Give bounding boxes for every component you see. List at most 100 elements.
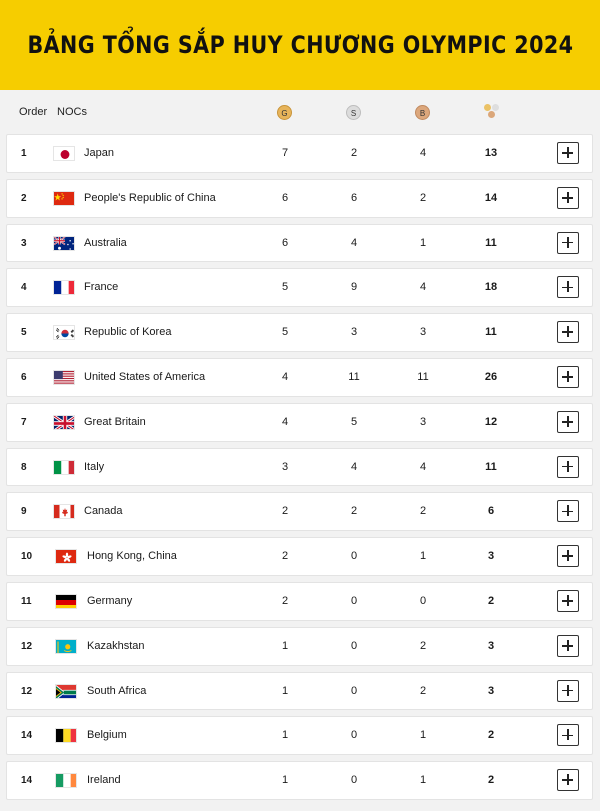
- order-column-header[interactable]: Order: [19, 106, 48, 118]
- table-row: 12 South Africa 1 0 2 3: [6, 671, 593, 711]
- expand-plus-icon[interactable]: [557, 142, 579, 164]
- gold-medal-icon[interactable]: G: [277, 105, 292, 120]
- silver-count: 4: [350, 236, 358, 249]
- gold-count: 6: [281, 236, 289, 249]
- table-row: 9 Canada 2 2 2 6: [6, 492, 593, 532]
- row-order: 8: [21, 461, 27, 473]
- table-row: 8 Italy 3 4 4 11: [6, 447, 593, 487]
- row-order: 10: [21, 551, 33, 563]
- total-medals-icon[interactable]: [482, 104, 502, 122]
- silver-count: 9: [350, 281, 358, 294]
- bronze-count: 4: [419, 147, 427, 159]
- table-row: 14 Belgium 1 0 1 2: [6, 716, 593, 756]
- silver-count: 3: [350, 326, 358, 339]
- silver-count: 0: [350, 774, 358, 787]
- gold-count: 6: [281, 191, 289, 204]
- row-order: 2: [21, 192, 27, 204]
- gold-count: 1: [281, 774, 289, 787]
- expand-plus-icon[interactable]: [557, 634, 579, 657]
- expand-plus-icon[interactable]: [557, 679, 579, 702]
- italy-flag-icon: [53, 459, 75, 475]
- row-order: 6: [21, 371, 27, 383]
- row-order: 14: [21, 775, 33, 787]
- expand-plus-icon[interactable]: [557, 545, 579, 568]
- total-count: 11: [485, 326, 497, 339]
- silver-count: 6: [350, 191, 358, 204]
- table-row: 12 Kazakhstan 1 0 2 3: [6, 626, 593, 666]
- table-row: 7 Great Britain 4 5 3 12: [6, 402, 593, 442]
- bronze-medal-icon[interactable]: B: [415, 105, 430, 120]
- bronze-count: 0: [419, 594, 427, 607]
- bronze-count: 1: [419, 774, 427, 787]
- expand-plus-icon[interactable]: [557, 769, 579, 792]
- row-order: 12: [21, 685, 33, 697]
- nocs-column-header[interactable]: NOCs: [57, 106, 87, 118]
- total-count: 3: [487, 684, 495, 697]
- table-row: 5 Republic of Korea 5 3 3 11: [6, 313, 593, 352]
- silver-count: 0: [350, 550, 358, 563]
- expand-plus-icon[interactable]: [557, 276, 579, 299]
- country-name: Great Britain: [84, 415, 146, 428]
- expand-plus-icon[interactable]: [557, 589, 579, 612]
- expand-plus-icon[interactable]: [557, 500, 579, 523]
- silver-medal-icon[interactable]: S: [346, 105, 361, 120]
- bronze-count: 4: [419, 281, 427, 294]
- total-count: 6: [487, 505, 495, 518]
- gold-count: 3: [281, 460, 289, 473]
- country-name: Republic of Korea: [84, 326, 172, 339]
- table-row: 14 Ireland 1 0 1 2: [6, 761, 593, 800]
- table-header: Order NOCs G S B: [0, 93, 600, 131]
- country-name: Ireland: [87, 774, 121, 787]
- gold-count: 5: [281, 326, 289, 339]
- row-order: 14: [21, 730, 33, 742]
- expand-plus-icon[interactable]: [557, 231, 579, 254]
- china-flag-icon: [53, 190, 75, 206]
- silver-count: 0: [350, 684, 358, 697]
- row-order: 9: [21, 506, 27, 518]
- expand-plus-icon[interactable]: [557, 321, 579, 344]
- belgium-flag-icon: [55, 728, 77, 744]
- bronze-count: 3: [419, 326, 427, 339]
- gold-count: 1: [281, 729, 289, 742]
- expand-plus-icon[interactable]: [557, 186, 579, 209]
- country-name: Germany: [87, 594, 133, 607]
- country-name: Australia: [84, 236, 127, 249]
- bronze-count: 2: [419, 191, 427, 204]
- table-row: 10 Hong Kong, China 2 0 1 3: [6, 537, 593, 576]
- country-name: Kazakhstan: [87, 639, 145, 652]
- total-count: 3: [487, 550, 495, 563]
- total-count: 14: [484, 191, 498, 204]
- gold-count: 2: [281, 594, 289, 607]
- expand-plus-icon[interactable]: [557, 724, 579, 747]
- country-name: Belgium: [87, 729, 127, 742]
- kazakhstan-flag-icon: [55, 638, 77, 654]
- total-count: 2: [487, 729, 495, 742]
- row-order: 3: [21, 237, 27, 249]
- gold-count: 4: [281, 370, 289, 383]
- bronze-count: 1: [419, 236, 427, 249]
- germany-flag-icon: [55, 593, 77, 609]
- table-row: 2 People's Republic of China 6 6 2 14: [6, 178, 593, 218]
- great-britain-flag-icon: [53, 414, 75, 430]
- row-order: 7: [21, 416, 27, 428]
- bronze-count: 1: [419, 729, 427, 742]
- total-count: 2: [487, 594, 495, 607]
- country-name: South Africa: [87, 684, 147, 697]
- gold-count: 5: [281, 281, 289, 294]
- expand-plus-icon[interactable]: [557, 410, 579, 433]
- country-name: Canada: [84, 505, 123, 518]
- bronze-count: 2: [419, 505, 427, 518]
- bronze-count: 3: [419, 415, 427, 428]
- japan-flag-icon: [53, 146, 75, 161]
- expand-plus-icon[interactable]: [557, 365, 579, 388]
- south-africa-flag-icon: [55, 683, 77, 699]
- total-count: 13: [484, 147, 498, 159]
- country-name: Japan: [84, 147, 114, 159]
- row-order: 5: [21, 327, 27, 339]
- expand-plus-icon[interactable]: [557, 455, 579, 478]
- gold-count: 1: [281, 684, 289, 697]
- gold-count: 2: [281, 550, 289, 563]
- table-row: 11 Germany 2 0 0 2: [6, 581, 593, 621]
- hong-kong-flag-icon: [55, 549, 77, 565]
- canada-flag-icon: [53, 504, 75, 520]
